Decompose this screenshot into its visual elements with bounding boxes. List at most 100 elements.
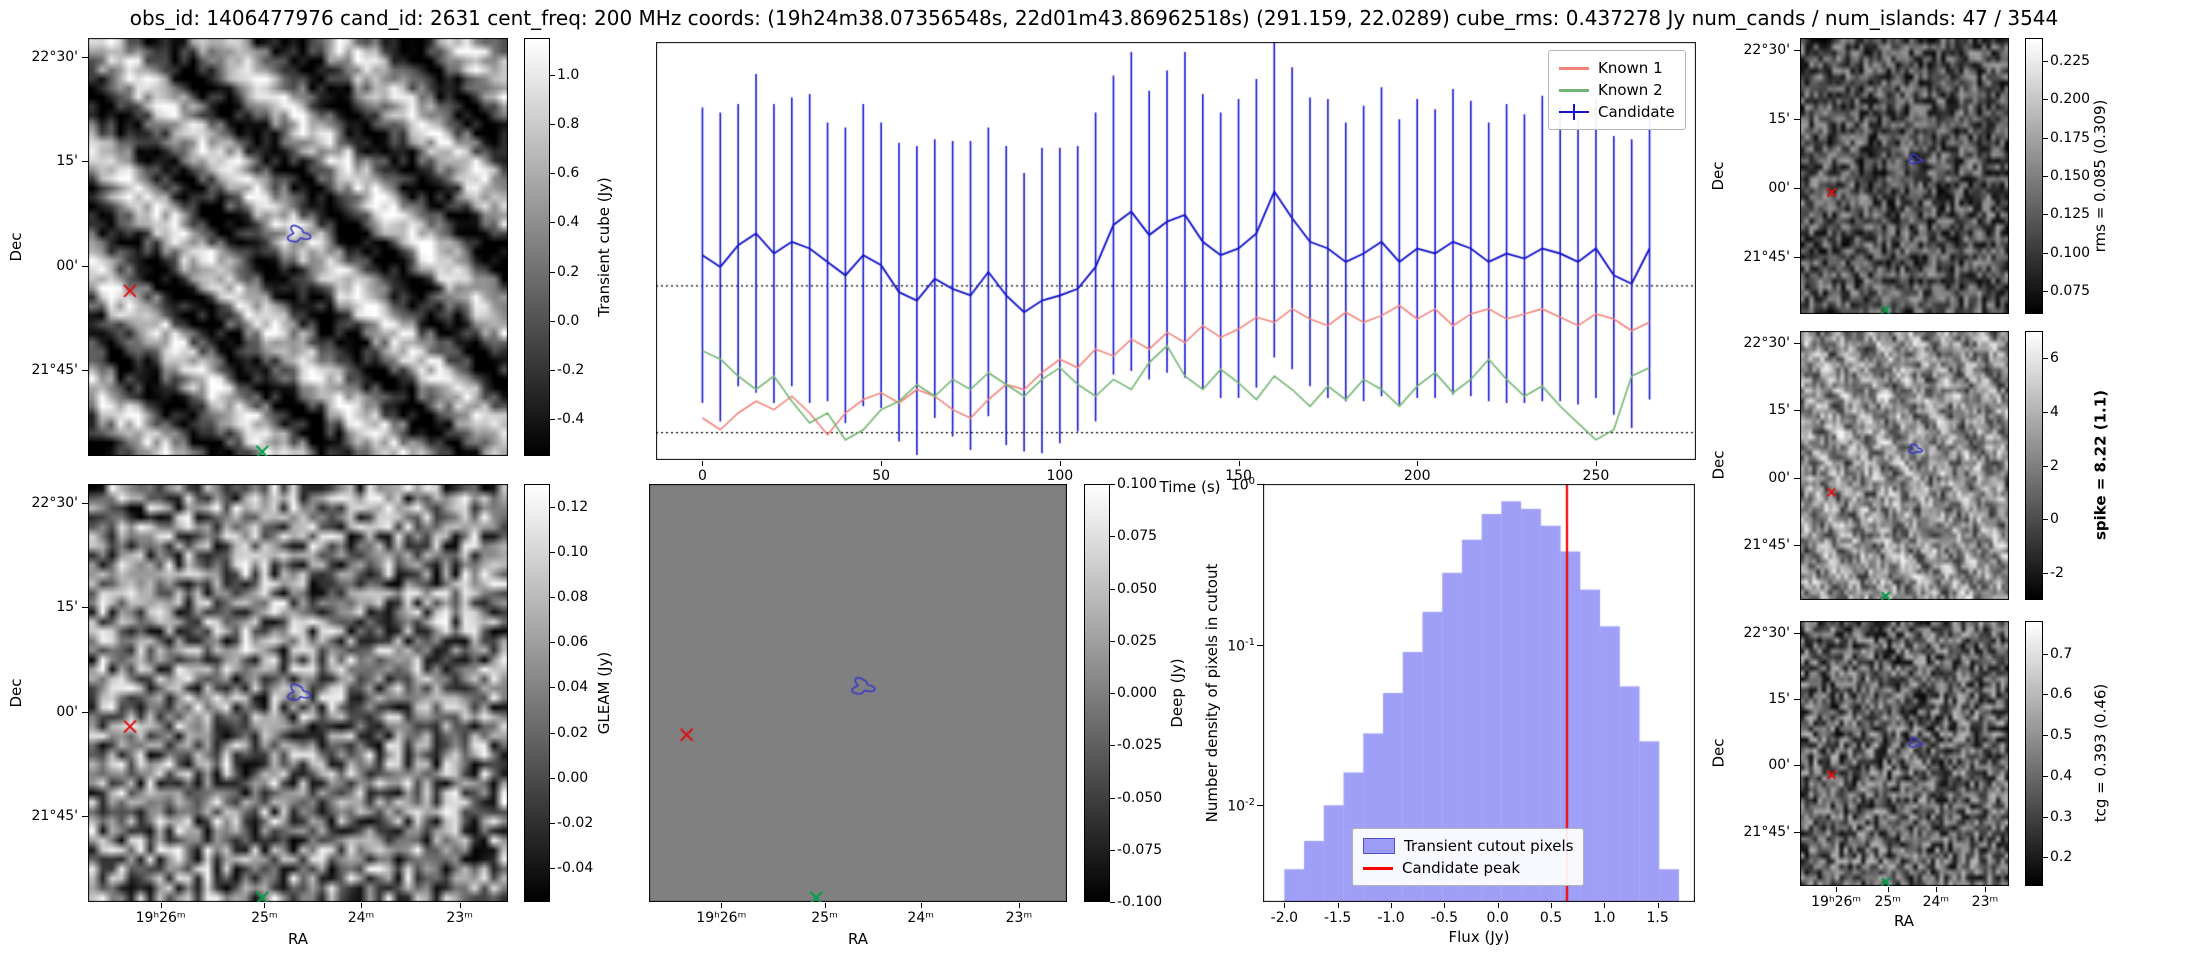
tcg-colorbar xyxy=(2025,621,2043,886)
tick-mark xyxy=(881,461,883,466)
tick-mark xyxy=(1110,484,1115,485)
tick-mark xyxy=(82,502,88,504)
colorbar-tick-label: -0.050 xyxy=(1117,789,1163,806)
tick-mark xyxy=(1604,903,1606,908)
tick-mark xyxy=(1836,887,1838,892)
tick-mark xyxy=(550,124,555,126)
tick-mark xyxy=(1794,632,1800,634)
tick-mark xyxy=(2043,252,2048,254)
tcg-image xyxy=(1800,621,2009,886)
density-tick-label: 10-2 xyxy=(1227,797,1255,815)
time-axis-label: Time (s) xyxy=(1159,478,1221,496)
colorbar-tick-label: 0.4 xyxy=(557,214,580,231)
colorbar-tick-label: 0.000 xyxy=(1117,685,1158,701)
tick-mark xyxy=(550,642,555,644)
ra-tick-label: 24ᵐ xyxy=(347,910,375,926)
tick-mark xyxy=(2043,291,2048,292)
colorbar-tick-label: -0.025 xyxy=(1117,737,1163,754)
colorbar-tick-label: 0.2 xyxy=(2050,849,2073,866)
tick-mark xyxy=(1794,119,1800,121)
flux-tick-label: 0.5 xyxy=(1539,910,1563,926)
colorbar-tick-label: 0.00 xyxy=(557,769,589,786)
colorbar-tick-label: 0.04 xyxy=(557,679,589,696)
tick-mark xyxy=(1257,484,1263,485)
legend-entry-candidate: Candidate xyxy=(1559,101,1675,123)
tick-mark xyxy=(1257,805,1263,807)
tick-mark xyxy=(2043,816,2048,818)
tick-mark xyxy=(1417,461,1419,466)
tick-mark xyxy=(1391,903,1392,908)
histogram-legend: Transient cutout pixels Candidate peak xyxy=(1352,828,1585,886)
colorbar-tick-label: 0.08 xyxy=(557,588,589,605)
colorbar-tick-label: 0.025 xyxy=(1117,632,1158,649)
figure-title: obs_id: 1406477976 cand_id: 2631 cent_fr… xyxy=(129,6,2059,30)
dec-tick-label: 22°30' xyxy=(1743,42,1790,59)
tick-mark xyxy=(550,732,555,734)
colorbar-tick-label: 0.100 xyxy=(2050,244,2091,261)
tick-mark xyxy=(920,903,922,908)
legend-entry-candidate-peak: Candidate peak xyxy=(1363,857,1573,879)
legend-entry-cutout-pixels: Transient cutout pixels xyxy=(1363,835,1573,857)
time-tick-label: 50 xyxy=(872,468,891,484)
ra-axis-label: RA xyxy=(847,930,869,948)
tick-mark xyxy=(550,868,555,870)
legend-label: Transient cutout pixels xyxy=(1404,837,1574,855)
density-tick-label: 10-1 xyxy=(1227,636,1255,655)
dec-tick-label: 00' xyxy=(1768,757,1790,774)
dec-axis-label: Dec xyxy=(7,678,25,708)
tick-mark xyxy=(2043,857,2048,859)
tick-mark xyxy=(550,74,555,76)
dec-tick-label: 21°45' xyxy=(1743,249,1790,266)
known1-line-swatch xyxy=(1559,66,1589,70)
flux-axis-label: Flux (Jy) xyxy=(1448,928,1510,946)
tick-mark xyxy=(2043,99,2048,101)
legend-label: Known 2 xyxy=(1598,81,1663,99)
tick-mark xyxy=(824,903,826,908)
tick-mark xyxy=(2043,735,2048,737)
colorbar-tick-label: 0.125 xyxy=(2050,206,2091,223)
tick-mark xyxy=(1110,849,1115,851)
tick-mark xyxy=(1887,887,1889,892)
tick-mark xyxy=(1110,693,1115,694)
ra-tick-label: 24ᵐ xyxy=(907,910,934,926)
ra-axis-label: RA xyxy=(1893,912,1915,930)
tick-mark xyxy=(1110,797,1115,799)
deep-image xyxy=(649,484,1067,902)
tick-mark xyxy=(2043,214,2048,216)
tick-mark xyxy=(1794,343,1800,345)
colorbar-tick-label: 6 xyxy=(2050,349,2059,366)
legend-entry-known2: Known 2 xyxy=(1559,79,1675,101)
ra-tick-label: 24ᵐ xyxy=(1922,894,1950,910)
colorbar-tick-label: 0.050 xyxy=(1117,580,1158,597)
tick-mark xyxy=(82,607,88,609)
tick-mark xyxy=(1337,903,1339,908)
ra-tick-label: 25ᵐ xyxy=(1874,894,1902,910)
tick-mark xyxy=(1284,903,1286,908)
spike-colorbar xyxy=(2025,331,2043,600)
tcg-colorbar-label: tcg = 0.393 (0.46) xyxy=(2091,683,2109,823)
colorbar-tick-label: 0.02 xyxy=(557,724,589,741)
colorbar-tick-label: 0.150 xyxy=(2050,168,2091,184)
tick-mark xyxy=(550,222,555,224)
tick-mark xyxy=(1110,536,1115,538)
ra-tick-label: 23ᵐ xyxy=(1971,894,1999,910)
colorbar-tick-label: 0.075 xyxy=(2050,283,2091,299)
tick-mark xyxy=(550,777,555,779)
tick-mark xyxy=(721,903,723,908)
transient-cube-image xyxy=(88,38,508,456)
tick-mark xyxy=(1794,765,1800,767)
tick-mark xyxy=(82,56,88,58)
tick-mark xyxy=(1257,644,1263,646)
dec-tick-label: 21°45' xyxy=(1743,823,1790,840)
dec-tick-label: 15' xyxy=(1768,111,1790,128)
flux-tick-label: -1.0 xyxy=(1377,910,1405,926)
tick-mark xyxy=(550,320,555,322)
cutout-pixels-swatch xyxy=(1363,838,1395,854)
dec-tick-label: 21°45' xyxy=(1743,536,1790,553)
tick-mark xyxy=(702,461,704,466)
dec-tick-label: 00' xyxy=(56,257,78,274)
lightcurve-plot xyxy=(656,42,1696,460)
tick-mark xyxy=(2043,465,2048,467)
tick-mark xyxy=(2043,137,2048,139)
tick-mark xyxy=(1551,903,1552,908)
